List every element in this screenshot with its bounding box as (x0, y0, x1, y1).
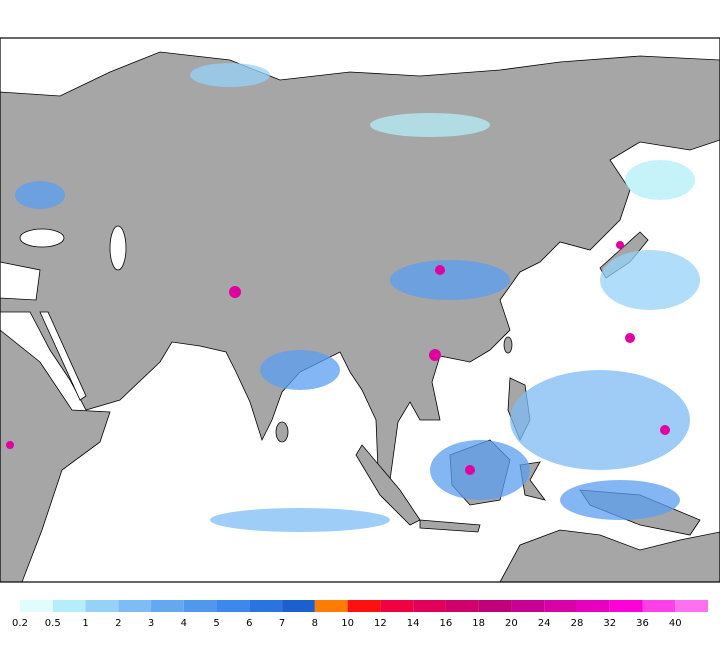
legend-label: 3 (148, 618, 154, 629)
legend-label: 40 (669, 618, 682, 629)
legend-swatch (675, 600, 708, 612)
legend-label: 32 (603, 618, 616, 629)
legend-swatch (52, 600, 86, 612)
color-legend: 0.2 0.5 1 2 3 4 5 6 7 8 10 12 14 16 18 20 24 28 32 36 40 (12, 600, 708, 629)
legend-label: 0.5 (45, 618, 61, 629)
legend-swatch (642, 600, 676, 612)
map-frame (0, 37, 720, 583)
legend-swatch (85, 600, 119, 612)
legend-swatch (380, 600, 414, 612)
legend-swatch (511, 600, 545, 612)
heavy-precip (6, 241, 670, 475)
legend-label: 10 (341, 618, 354, 629)
legend-label: 5 (213, 618, 219, 629)
legend-swatch (445, 600, 479, 612)
legend-swatch (118, 600, 152, 612)
legend-label: 7 (279, 618, 285, 629)
legend-swatch (478, 600, 512, 612)
legend-label: 16 (440, 618, 453, 629)
legend-label: 36 (636, 618, 649, 629)
legend-swatch (347, 600, 381, 612)
legend-label: 1 (82, 618, 88, 629)
precip-areas (15, 63, 700, 532)
legend-swatch (609, 600, 643, 612)
legend-label: 4 (181, 618, 187, 629)
legend-label: 28 (571, 618, 584, 629)
legend-swatch (282, 600, 315, 612)
legend-label: 18 (472, 618, 485, 629)
legend-label: 24 (538, 618, 551, 629)
legend-swatch (183, 600, 217, 612)
legend-swatch (20, 600, 53, 612)
legend-label: 0.2 (12, 618, 28, 629)
legend-label: 6 (246, 618, 252, 629)
legend-swatch (576, 600, 610, 612)
legend-label: 12 (374, 618, 387, 629)
legend-swatch (249, 600, 283, 612)
legend-swatch (413, 600, 446, 612)
legend-swatch (314, 600, 348, 612)
legend-swatch (544, 600, 577, 612)
legend-label: 20 (505, 618, 518, 629)
legend-swatch (216, 600, 250, 612)
legend-label: 14 (407, 618, 420, 629)
legend-label: 8 (312, 618, 318, 629)
legend-label: 2 (115, 618, 121, 629)
legend-swatch (151, 600, 184, 612)
